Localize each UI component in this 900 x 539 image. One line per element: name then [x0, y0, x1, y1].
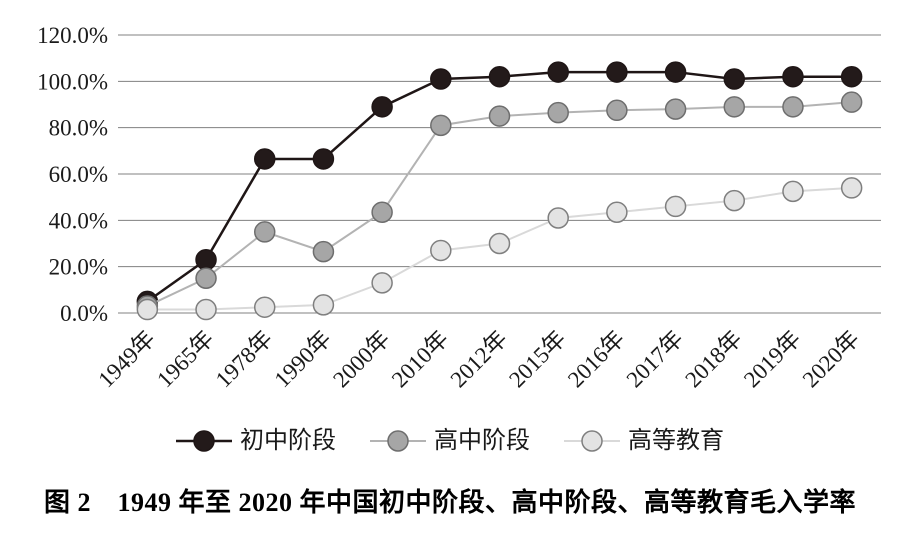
x-axis-tick-label: 2010年: [387, 326, 453, 392]
data-point-higher-ed: [664, 195, 687, 218]
data-point-higher-ed: [253, 296, 276, 318]
x-axis-tick-label: 2018年: [680, 326, 746, 392]
data-point-higher-ed: [488, 232, 511, 255]
legend-marker-icon: [176, 430, 232, 452]
y-axis-tick-label: 20.0%: [49, 255, 108, 280]
line-chart: 0.0% 20.0% 40.0% 60.0% 80.0% 100.0% 120.0% 1949…: [37, 23, 881, 392]
figure-caption: 图 2 1949 年至 2020 年中国初中阶段、高中阶段、高等教育毛入学率: [43, 488, 856, 517]
data-point-higher-ed: [840, 177, 863, 199]
series-line-senior-high: [146, 101, 852, 307]
x-axis-tick-label: 1965年: [152, 326, 218, 392]
x-axis-tick-label: 2020年: [798, 326, 864, 392]
data-point-senior-high: [664, 98, 687, 120]
data-point-junior-high: [253, 148, 276, 170]
data-point-higher-ed: [195, 298, 217, 321]
data-point-junior-high: [723, 68, 746, 90]
y-axis-tick-label: 120.0%: [37, 23, 108, 48]
data-point-junior-high: [488, 65, 511, 88]
data-point-junior-high: [195, 248, 217, 271]
data-point-higher-ed: [723, 189, 746, 212]
x-axis-tick-label: 1990年: [269, 326, 335, 392]
data-point-junior-high: [840, 65, 863, 88]
y-axis-tick-label: 100.0%: [37, 69, 108, 94]
x-axis-tick-label: 1978年: [211, 326, 277, 392]
legend-label: 高中阶段: [434, 428, 530, 454]
x-axis-tick-label: 1949年: [93, 326, 159, 392]
legend-circle: [193, 430, 215, 452]
chart-legend: 初中阶段 高中阶段 高等教育: [0, 420, 900, 462]
legend-circle: [387, 430, 409, 452]
x-axis-tick-label: 2012年: [446, 326, 512, 392]
data-point-senior-high: [371, 201, 393, 223]
data-point-junior-high: [664, 61, 687, 83]
chart-plot: 0.0% 20.0% 40.0% 60.0% 80.0% 100.0% 120.0% 1949…: [37, 23, 881, 392]
data-point-higher-ed: [782, 180, 804, 203]
data-point-senior-high: [606, 99, 628, 122]
x-axis-tick-label: 2000年: [328, 326, 394, 392]
data-point-higher-ed: [430, 239, 452, 262]
data-point-higher-ed: [312, 294, 335, 316]
legend-label: 初中阶段: [240, 428, 336, 454]
data-point-junior-high: [547, 61, 569, 83]
data-point-senior-high: [312, 240, 335, 263]
x-axis-tick-label: 2016年: [563, 326, 629, 392]
y-axis-tick-label: 80.0%: [49, 116, 108, 141]
data-point-higher-ed: [136, 298, 159, 321]
x-axis-tick-label: 2015年: [504, 326, 570, 392]
y-axis-tick-label: 60.0%: [49, 162, 108, 187]
y-axis-tick-label: 0.0%: [60, 301, 108, 326]
legend-marker-icon: [564, 430, 620, 452]
legend-item-junior-high: 初中阶段: [176, 428, 336, 454]
x-axis-tick-label: 2019年: [739, 326, 805, 392]
data-point-junior-high: [782, 65, 804, 88]
legend-item-higher-ed: 高等教育: [564, 428, 724, 454]
data-point-senior-high: [782, 96, 804, 118]
data-point-senior-high: [840, 91, 863, 113]
data-point-junior-high: [312, 148, 335, 170]
data-point-senior-high: [547, 101, 569, 124]
data-point-senior-high: [253, 221, 276, 243]
data-point-junior-high: [606, 61, 628, 83]
data-point-higher-ed: [606, 201, 628, 223]
data-point-higher-ed: [547, 207, 569, 229]
data-point-senior-high: [195, 267, 217, 289]
data-point-junior-high: [430, 68, 452, 90]
legend-marker-icon: [370, 430, 426, 452]
legend-circle: [581, 430, 603, 452]
legend-label: 高等教育: [628, 428, 724, 454]
legend-item-senior-high: 高中阶段: [370, 428, 530, 454]
data-point-junior-high: [371, 96, 393, 118]
data-point-higher-ed: [371, 272, 393, 294]
data-point-senior-high: [430, 114, 452, 137]
y-axis-tick-label: 40.0%: [49, 208, 108, 233]
data-point-senior-high: [723, 96, 746, 118]
data-point-senior-high: [488, 105, 511, 127]
x-axis-tick-label: 2017年: [622, 326, 688, 392]
